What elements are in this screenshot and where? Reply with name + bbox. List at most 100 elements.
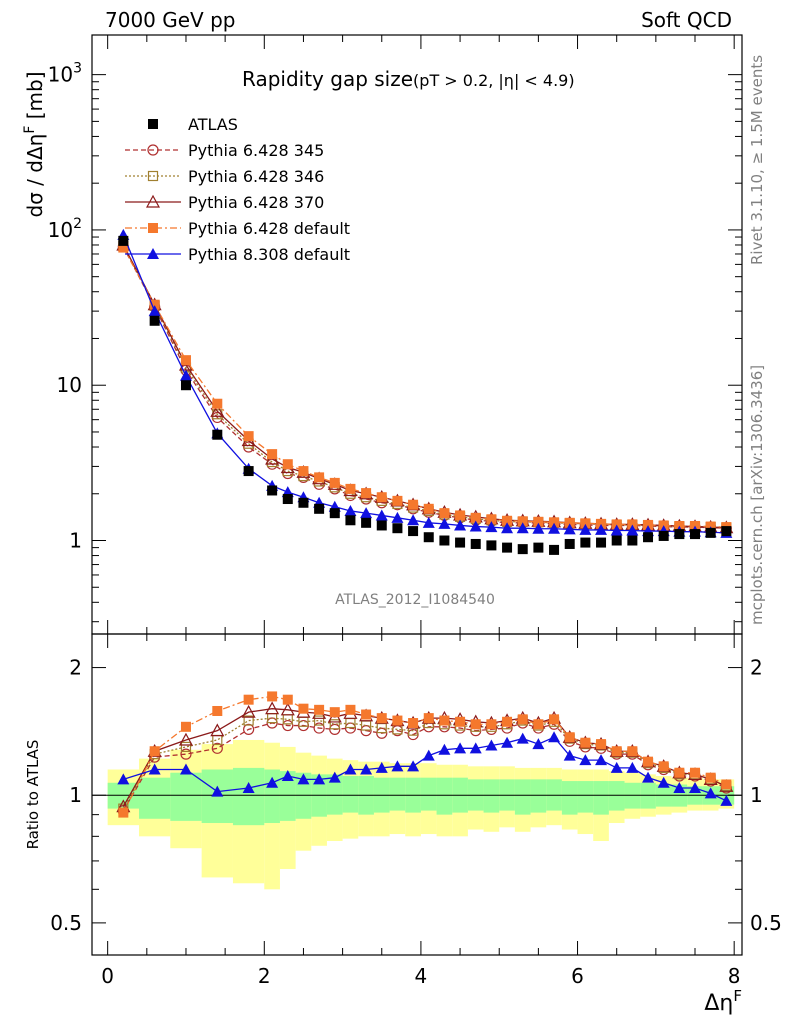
- legend-entry-pythia-6-428-370: Pythia 6.428 370: [125, 193, 324, 212]
- data-point: [516, 522, 529, 534]
- ratio-data-point: [721, 779, 732, 790]
- ratio-data-point: [241, 704, 256, 718]
- ratio-band-inner: [561, 781, 578, 815]
- data-point: [392, 495, 403, 506]
- ratio-band-inner: [436, 777, 453, 815]
- ratio-data-point: [502, 716, 513, 727]
- data-point: [564, 517, 575, 528]
- x-tick-label: 8: [728, 964, 741, 988]
- data-point: [517, 516, 528, 527]
- x-tick-label: 6: [571, 964, 584, 988]
- series-atlas: [118, 235, 732, 555]
- ratio-data-point: [282, 719, 294, 732]
- ratio-data-point: [690, 767, 701, 778]
- data-point: [627, 519, 638, 530]
- data-point: [118, 235, 129, 246]
- ratio-y-tick-label: 0.5: [50, 911, 82, 935]
- ratio-band-inner: [514, 779, 531, 815]
- ratio-data-point: [564, 732, 575, 743]
- ratio-data-point: [282, 694, 293, 705]
- data-point: [391, 511, 404, 523]
- data-point: [375, 509, 388, 521]
- data-point: [408, 499, 419, 510]
- ratio-band-inner: [232, 767, 265, 826]
- legend-marker: [148, 119, 158, 129]
- data-point: [658, 530, 669, 541]
- ratio-data-point: [532, 738, 545, 750]
- data-point: [376, 520, 387, 531]
- ratio-data-point: [267, 691, 278, 702]
- series-line: [122, 234, 727, 534]
- ratio-series-pythia-6-428-default: [118, 691, 732, 818]
- legend-label: Pythia 6.428 346: [188, 167, 324, 186]
- data-point: [149, 299, 160, 310]
- data-point: [423, 503, 434, 514]
- data-point: [314, 472, 325, 483]
- data-point: [548, 522, 561, 534]
- ratio-data-point: [501, 736, 514, 748]
- ratio-data-point: [548, 731, 561, 743]
- data-point: [329, 508, 340, 519]
- data-point: [533, 516, 544, 527]
- data-point: [345, 483, 356, 494]
- ratio-data-point: [611, 746, 622, 757]
- ratio-band-inner: [420, 777, 437, 811]
- x-axis-label: ΔηF: [704, 987, 742, 1016]
- data-point: [611, 519, 622, 530]
- data-point: [549, 517, 560, 528]
- ratio-data-point: [627, 746, 638, 757]
- ratio-data-point: [180, 748, 192, 760]
- data-point: [329, 477, 340, 488]
- ratio-plot-frame: [91, 633, 743, 956]
- ratio-data-point: [596, 739, 607, 750]
- ratio-data-layer: [92, 691, 742, 890]
- ratio-data-point: [243, 715, 254, 726]
- data-point: [705, 527, 716, 538]
- data-point: [485, 521, 498, 533]
- ratio-data-point: [265, 701, 280, 715]
- ratio-data-point: [407, 760, 420, 772]
- ratio-data-point: [391, 760, 404, 772]
- ratio-data-point: [580, 737, 591, 748]
- y-tick-label: 1: [69, 529, 82, 553]
- legend-entry-pythia-6-428-346: Pythia 6.428 346: [125, 167, 324, 186]
- ratio-data-point: [579, 754, 592, 766]
- data-point: [502, 542, 513, 553]
- ratio-data-point: [314, 715, 325, 726]
- data-point: [345, 515, 356, 526]
- data-point: [501, 522, 514, 534]
- ratio-data-point: [455, 716, 466, 727]
- x-tick-label: 4: [415, 964, 428, 988]
- data-point: [408, 526, 419, 537]
- ratio-data-point: [657, 776, 670, 788]
- data-point: [212, 429, 223, 440]
- ratio-y-axis-label: Ratio to ATLAS: [24, 740, 42, 850]
- ratio-data-point: [438, 743, 451, 755]
- ratio-data-point: [179, 763, 192, 775]
- ratio-data-point: [422, 749, 435, 761]
- data-point: [517, 544, 528, 555]
- main-data-layer: [116, 228, 734, 555]
- legend-label: Pythia 8.308 default: [188, 245, 350, 264]
- series-pythia-6-428-346: [118, 240, 732, 533]
- ratio-data-point: [533, 719, 544, 730]
- ratio-data-point: [376, 713, 387, 724]
- ratio-data-point: [720, 794, 733, 806]
- data-point: [210, 403, 225, 417]
- ratio-data-point: [345, 704, 356, 715]
- data-point: [282, 494, 293, 505]
- series-line: [122, 244, 727, 529]
- ratio-data-point: [423, 713, 434, 724]
- data-point: [643, 519, 654, 530]
- ratio-data-point: [408, 718, 419, 729]
- legend-label: Pythia 6.428 default: [188, 219, 350, 238]
- ratio-data-point: [705, 772, 716, 783]
- ratio-data-point: [658, 761, 669, 772]
- ratio-panel: 0 2 4 6 8 0.5 0.5 1 1 2 2 Ratio to ATLAS: [24, 633, 782, 988]
- data-point: [298, 466, 309, 477]
- ratio-data-point: [313, 722, 325, 734]
- legend-marker: [147, 170, 159, 182]
- data-point: [407, 514, 420, 526]
- ratio-data-point: [517, 714, 528, 725]
